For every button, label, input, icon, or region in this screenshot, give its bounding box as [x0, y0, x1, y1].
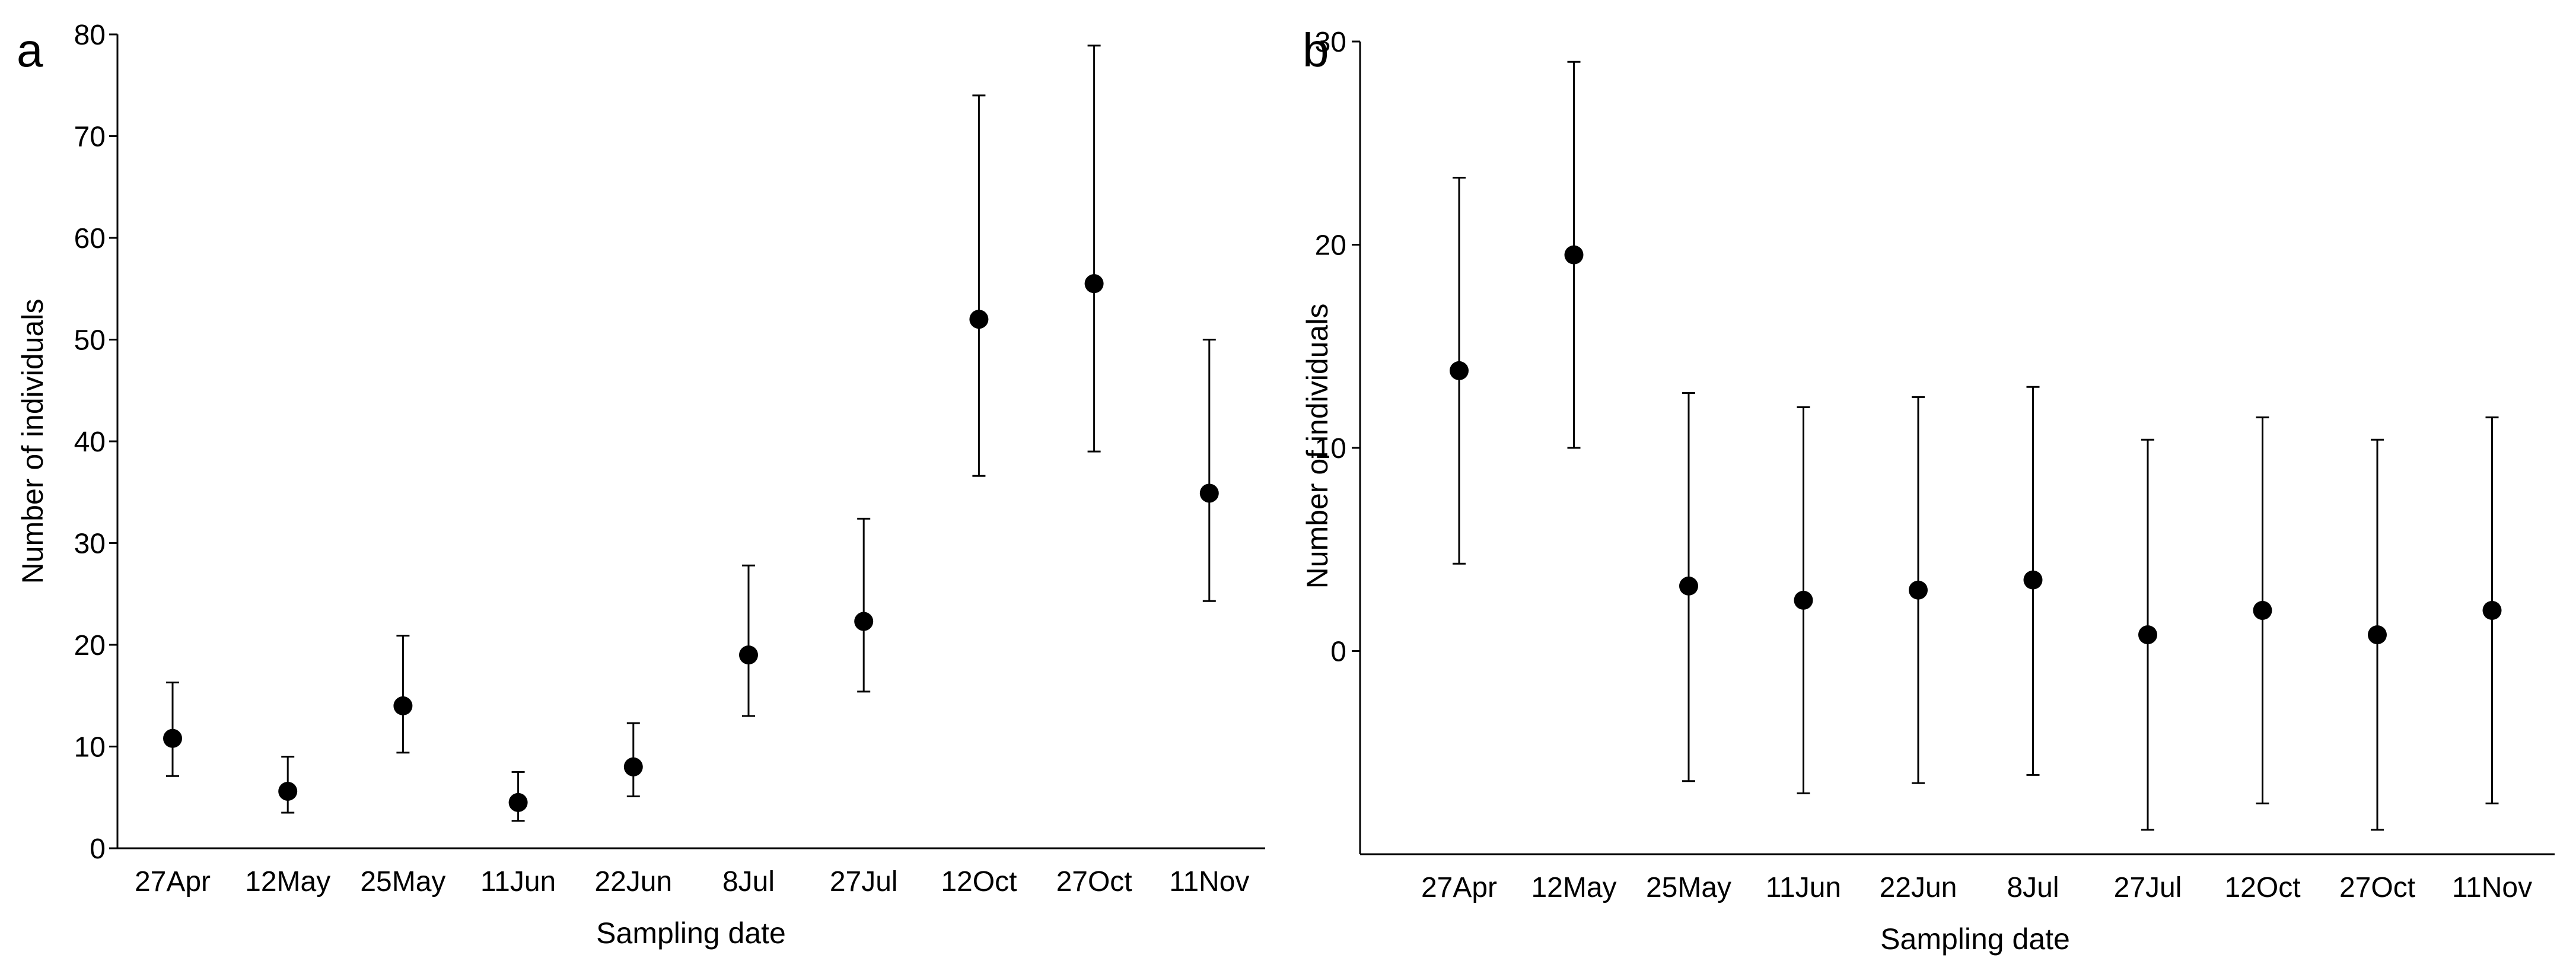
panel-b-data-point — [2138, 625, 2157, 645]
panel-a-x-tick-label: 27Jul — [830, 866, 898, 898]
panel-a-error-bar — [742, 564, 755, 717]
panel-a-y-tick-label: 60 — [74, 223, 106, 254]
panel-a-x-tick-label: 8Jul — [722, 866, 775, 898]
panel-a-x-tick-label: 22Jun — [594, 866, 672, 898]
panel-a-x-ticks: 27Apr 12May 25May 11Jun 22Jun 8Jul 27Jul 12Oct 2… — [135, 866, 1249, 898]
panel-a-data-point — [508, 793, 528, 812]
panel-a-x-title: Sampling date — [596, 916, 786, 950]
panel-a-y-tick-label: 30 — [74, 529, 106, 560]
panel-a-y-tick-label: 20 — [74, 630, 106, 661]
panel-a-data-point — [278, 781, 298, 801]
panel-a-error-bar — [857, 517, 871, 693]
panel-a-x-tick-label: 11Nov — [1169, 866, 1249, 898]
panel-a-data-point — [1199, 483, 1219, 503]
panel-a-error-bar — [396, 635, 410, 754]
panel-a-data-point — [623, 757, 643, 776]
panel-a-x-tick-label: 27Oct — [1056, 866, 1132, 898]
panel-a-data-point — [393, 696, 413, 715]
panel-b-data-point — [1794, 590, 1813, 610]
panel-b-data-point — [1450, 361, 1469, 380]
panel-b-x-tick-label: 27Jul — [2114, 872, 2182, 903]
panel-a-y-tick-label: 70 — [74, 122, 106, 153]
panel-a-y-ticks: 0 10 20 30 40 50 60 70 80 — [74, 20, 117, 865]
panel-b-data-point — [1564, 245, 1584, 265]
panel-b-x-tick-label: 12Oct — [2224, 872, 2300, 903]
panel-b-x-tick-label: 11Jun — [1766, 872, 1841, 903]
panel-a-x-tick-label: 11Jun — [480, 866, 556, 898]
panel-b-data-point — [2482, 601, 2502, 620]
panel-a-x-tick-label: 12Oct — [941, 866, 1017, 898]
panel-a-error-bar — [1087, 44, 1101, 453]
panel-b-x-tick-label: 27Apr — [1421, 872, 1497, 903]
panel-a-data-point — [969, 310, 989, 329]
panel-b-points — [1450, 245, 2502, 645]
panel-b-x-tick-label: 27Oct — [2339, 872, 2415, 903]
panel-b-x-ticks: 27Apr 12May 25May 11Jun 22Jun 8Jul 27Jul 12Oct 2… — [1421, 872, 2532, 903]
panel-a-data-point — [739, 645, 758, 665]
panel-a-points — [163, 274, 1219, 812]
panel-a-y-tick-label: 50 — [74, 325, 106, 357]
panel-b-data-point — [1909, 580, 1928, 600]
panel-b-data-point — [2368, 625, 2387, 645]
panel-b-y-tick-label: 20 — [1315, 230, 1346, 262]
panel-b-x-tick-label: 12May — [1531, 872, 1616, 903]
panel-b-x-tick-label: 8Jul — [2007, 872, 2059, 903]
panel-a-y-tick-label: 80 — [74, 20, 106, 51]
panel-a-data-point — [163, 728, 182, 748]
panel-b: b Sampling date Number of individuals 0 1… — [1301, 24, 2555, 956]
panel-a-error-bar — [972, 94, 986, 477]
panel-b-letter: b — [1303, 24, 1329, 77]
panel-a-error-bars — [166, 44, 1216, 822]
panel-b-data-point — [2023, 570, 2043, 590]
panel-a-y-tick-label: 0 — [90, 833, 106, 865]
panel-b-y-tick-label: 0 — [1330, 637, 1346, 668]
panel-a-y-tick-label: 40 — [74, 427, 106, 458]
panel-a-y-title: Number of individuals — [16, 299, 49, 584]
panel-a-x-tick-label: 25May — [360, 866, 445, 898]
panel-b-y-tick-label: 30 — [1315, 27, 1346, 58]
panel-b-data-point — [1679, 576, 1698, 596]
panel-a-letter: a — [17, 24, 43, 77]
panel-a-error-bar — [1202, 339, 1216, 602]
panel-b-y-title: Number of individuals — [1301, 304, 1334, 589]
panel-a-y-tick-label: 10 — [74, 732, 106, 763]
panel-b-error-bars — [1453, 61, 2499, 831]
panel-a: a Sampling date Number of individuals 0 1… — [16, 20, 1265, 950]
panel-a-x-tick-label: 27Apr — [135, 866, 211, 898]
panel-b-x-tick-label: 25May — [1646, 872, 1731, 903]
panel-b-x-title: Sampling date — [1880, 922, 2070, 956]
panel-b-y-ticks: 0 10 20 30 — [1315, 27, 1360, 668]
panel-b-y-tick-label: 10 — [1315, 433, 1346, 464]
panel-b-x-tick-label: 11Nov — [2452, 872, 2532, 903]
panel-b-data-point — [2253, 601, 2272, 620]
panel-a-x-tick-label: 12May — [245, 866, 330, 898]
panel-a-data-point — [1084, 274, 1104, 294]
panel-a-data-point — [854, 612, 874, 631]
panel-b-x-tick-label: 22Jun — [1880, 872, 1957, 903]
